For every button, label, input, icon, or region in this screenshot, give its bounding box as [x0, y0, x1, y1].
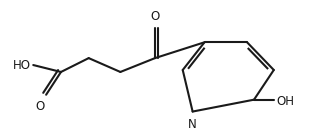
- Text: N: N: [188, 119, 197, 132]
- Text: OH: OH: [277, 95, 295, 108]
- Text: O: O: [35, 100, 44, 113]
- Text: O: O: [150, 10, 160, 23]
- Text: HO: HO: [13, 58, 31, 72]
